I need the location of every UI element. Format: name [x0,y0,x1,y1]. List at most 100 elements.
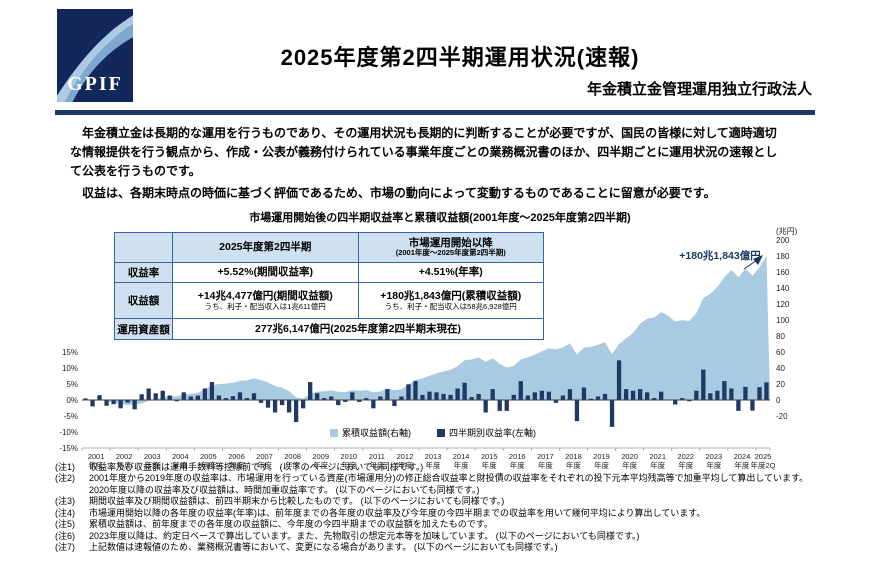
col-header-current-quarter: 2025年度第2四半期 [172,232,359,263]
svg-text:2007: 2007 [256,452,273,461]
return-amount-quarter-main: +14兆4,477億円(期間収益額) [197,289,333,302]
footnote: (注6) 2023年度以降は、約定日ベースで算出しています。また、先物取引の想定元… [55,531,827,542]
svg-text:年度: 年度 [117,460,132,470]
footnote-label: (注4) [55,507,75,518]
svg-text:15%: 15% [62,348,78,357]
svg-text:年度: 年度 [341,460,356,470]
row-label-assets: 運用資産額 [114,318,173,340]
svg-text:60: 60 [776,348,785,357]
col-header-since-inception-sub: (2001年度〜2025年度第2四半期) [395,248,506,258]
footnote-label: (注1) [55,462,75,472]
footnote-label: (注2) [55,473,75,484]
legend-label-area: 累積収益額(右軸) [342,428,411,438]
organization-name: 年金積立金管理運用独立行政法人 [586,81,812,98]
footnote-label: (注6) [55,530,75,541]
svg-text:年度: 年度 [201,460,216,470]
footnote-label: (注3) [55,496,75,507]
col-header-since-inception: 市場運用開始以降 (2001年度〜2025年度第2四半期) [357,232,544,263]
svg-text:年度: 年度 [145,460,160,470]
svg-text:2010: 2010 [340,452,357,461]
footnote: (注1) 収益率及び収益額は運用手数料等控除前です。 (以下のページにおいても同様… [55,462,827,473]
return-amount-since-inception: +180兆1,843億円(累積収益額) うち、利子・配当収入は58兆6,928億… [357,282,544,319]
svg-text:80: 80 [776,332,785,341]
table-header-row: 2025年度第2四半期 市場運用開始以降 (2001年度〜2025年度第2四半期… [114,232,544,263]
svg-text:年度: 年度 [538,460,553,470]
return-rate-quarter: +5.52%(期間収益率) [172,262,359,283]
footnote-text: 累積収益額は、前年度までの各年度の収益額に、今年度の今四半期までの収益額を加えた… [89,519,493,530]
svg-text:2014: 2014 [453,452,470,461]
svg-text:2021: 2021 [649,452,666,461]
footnote: (注7) 上記数値は速報値のため、業務概況書等において、変更になる場合があります。… [55,542,827,553]
svg-text:160: 160 [776,268,790,277]
svg-text:2011: 2011 [369,452,385,461]
svg-text:年度: 年度 [257,460,272,470]
svg-text:2001: 2001 [88,452,105,461]
footnote-text: 2023年度以降は、約定日ベースで算出しています。また、先物取引の想定元本等を加… [89,530,640,541]
footnote-text: 収益率及び収益額は運用手数料等控除前です。 (以下のページにおいても同様です。) [89,462,424,472]
logo-text: GPIF [67,73,123,95]
svg-text:年度: 年度 [510,460,525,470]
svg-text:2015: 2015 [481,452,498,461]
svg-text:(兆円): (兆円) [776,226,798,236]
row-label-return-amount: 収益額 [114,282,173,319]
legend-label-bar: 四半期別収益率(左軸) [449,428,536,438]
svg-text:年度: 年度 [426,460,441,470]
footnotes: (注1) 収益率及び収益額は運用手数料等控除前です。 (以下のページにおいても同様… [55,462,827,553]
table-corner-cell [114,232,173,263]
svg-text:年度: 年度 [566,460,581,470]
footnote-label: (注5) [55,519,75,530]
svg-text:2004: 2004 [172,452,189,461]
svg-text:5%: 5% [66,380,78,389]
svg-text:年度: 年度 [650,460,665,470]
footnote-text: 上記数値は速報値のため、業務概況書等において、変更になる場合があります。 (以下… [89,541,558,552]
svg-text:年度: 年度 [229,460,244,470]
svg-text:年度: 年度 [369,460,384,470]
svg-text:2005: 2005 [200,452,217,461]
svg-text:200: 200 [776,236,790,245]
return-amount-quarter-sub: うち、利子・配当収入は1兆611億円 [204,302,326,312]
chart-title: 市場運用開始後の四半期収益率と累積収益額(2001年度〜2025年度第2四半期) [249,212,631,224]
svg-text:-20: -20 [776,412,788,421]
intro-paragraph-1: 年金積立金は長期的な運用を行うものであり、その運用状況も長期的に判断することが必… [70,126,778,178]
svg-text:140: 140 [776,284,790,293]
svg-text:年度: 年度 [313,460,328,470]
page-title: 2025年度第2四半期運用状況(速報) [280,45,640,70]
svg-text:2023: 2023 [705,452,722,461]
svg-text:年度: 年度 [594,460,609,470]
svg-text:40: 40 [776,364,785,373]
svg-text:2024: 2024 [734,452,751,461]
return-amount-since-inception-main: +180兆1,843億円(累積収益額) [380,289,522,302]
return-amount-since-inception-sub: うち、利子・配当収入は58兆6,928億円 [384,302,517,312]
svg-text:100: 100 [776,316,790,325]
table-row-assets: 運用資産額 277兆6,147億円(2025年度第2四半期末現在) [114,318,544,340]
svg-text:年度2Q: 年度2Q [750,460,775,470]
chart-canvas: 15%10%5%0%-5%-10%-15%2001801601401201008… [59,226,798,470]
footnote: (注2) 2001年度から2019年度の収益率は、市場運用を行っている資産(市場運… [55,473,827,496]
svg-text:180: 180 [776,252,790,261]
legend-item-area: 累積収益額(右軸) [330,426,411,439]
footnote: (注4) 市場運用開始以降の各年度の収益率(年率)は、前年度までの各年度の収益率及… [55,508,827,519]
svg-text:2006: 2006 [228,452,245,461]
svg-text:年度: 年度 [454,460,469,470]
footnote: (注5) 累積収益額は、前年度までの各年度の収益額に、今年度の今四半期までの収益額… [55,519,827,530]
area-legend-swatch [330,428,338,437]
svg-text:年度: 年度 [482,460,497,470]
svg-text:10%: 10% [62,364,78,373]
svg-text:年度: 年度 [678,460,693,470]
svg-text:2022: 2022 [677,452,694,461]
return-amount-quarter: +14兆4,477億円(期間収益額) うち、利子・配当収入は1兆611億円 [172,282,359,319]
svg-text:2008: 2008 [284,452,301,461]
combo-chart: 15% 10% 5% 0% -5% -10% -15% 200 180 160 140 120 100 8… [46,226,836,471]
svg-text:-15%: -15% [59,444,78,453]
svg-text:年度: 年度 [285,460,300,470]
chart-legend: 累積収益額(右軸) 四半期別収益率(左軸) [330,426,536,439]
svg-text:20: 20 [776,380,785,389]
table-row-return-amount: 収益額 +14兆4,477億円(期間収益額) うち、利子・配当収入は1兆611億… [114,282,544,319]
svg-text:年度: 年度 [89,460,104,470]
assets-value: 277兆6,147億円(2025年度第2四半期末現在) [172,318,544,340]
svg-text:年度: 年度 [397,460,412,470]
summary-table: 2025年度第2四半期 市場運用開始以降 (2001年度〜2025年度第2四半期… [114,232,544,340]
svg-text:2025: 2025 [755,452,772,461]
footnote: (注3) 期間収益率及び期間収益額は、前四半期末から比較したものです。 (以下のペ… [55,496,827,507]
